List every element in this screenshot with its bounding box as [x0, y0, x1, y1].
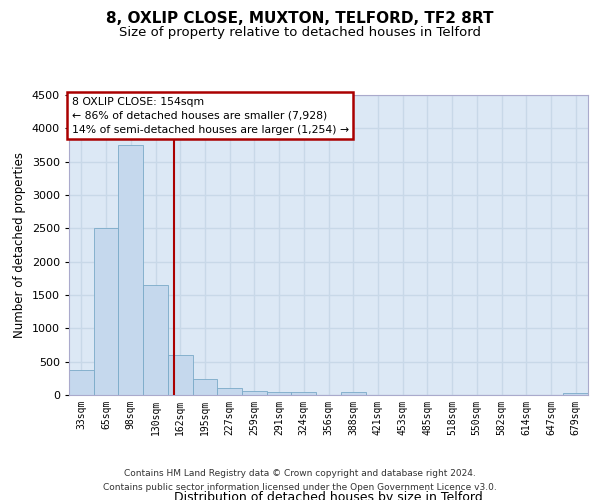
Bar — [292, 392, 316, 395]
Bar — [143, 285, 168, 395]
Bar — [242, 391, 267, 395]
Y-axis label: Number of detached properties: Number of detached properties — [13, 152, 26, 338]
X-axis label: Distribution of detached houses by size in Telford: Distribution of detached houses by size … — [174, 490, 483, 500]
Text: Contains public sector information licensed under the Open Government Licence v3: Contains public sector information licen… — [103, 482, 497, 492]
Bar — [118, 145, 143, 395]
Text: 8 OXLIP CLOSE: 154sqm
← 86% of detached houses are smaller (7,928)
14% of semi-d: 8 OXLIP CLOSE: 154sqm ← 86% of detached … — [71, 96, 349, 134]
Bar — [69, 370, 94, 395]
Bar — [193, 379, 217, 395]
Bar — [217, 388, 242, 395]
Bar — [563, 392, 588, 395]
Bar — [168, 355, 193, 395]
Bar — [267, 392, 292, 395]
Bar — [341, 392, 365, 395]
Text: 8, OXLIP CLOSE, MUXTON, TELFORD, TF2 8RT: 8, OXLIP CLOSE, MUXTON, TELFORD, TF2 8RT — [106, 11, 494, 26]
Bar — [94, 228, 118, 395]
Text: Size of property relative to detached houses in Telford: Size of property relative to detached ho… — [119, 26, 481, 39]
Text: Contains HM Land Registry data © Crown copyright and database right 2024.: Contains HM Land Registry data © Crown c… — [124, 470, 476, 478]
